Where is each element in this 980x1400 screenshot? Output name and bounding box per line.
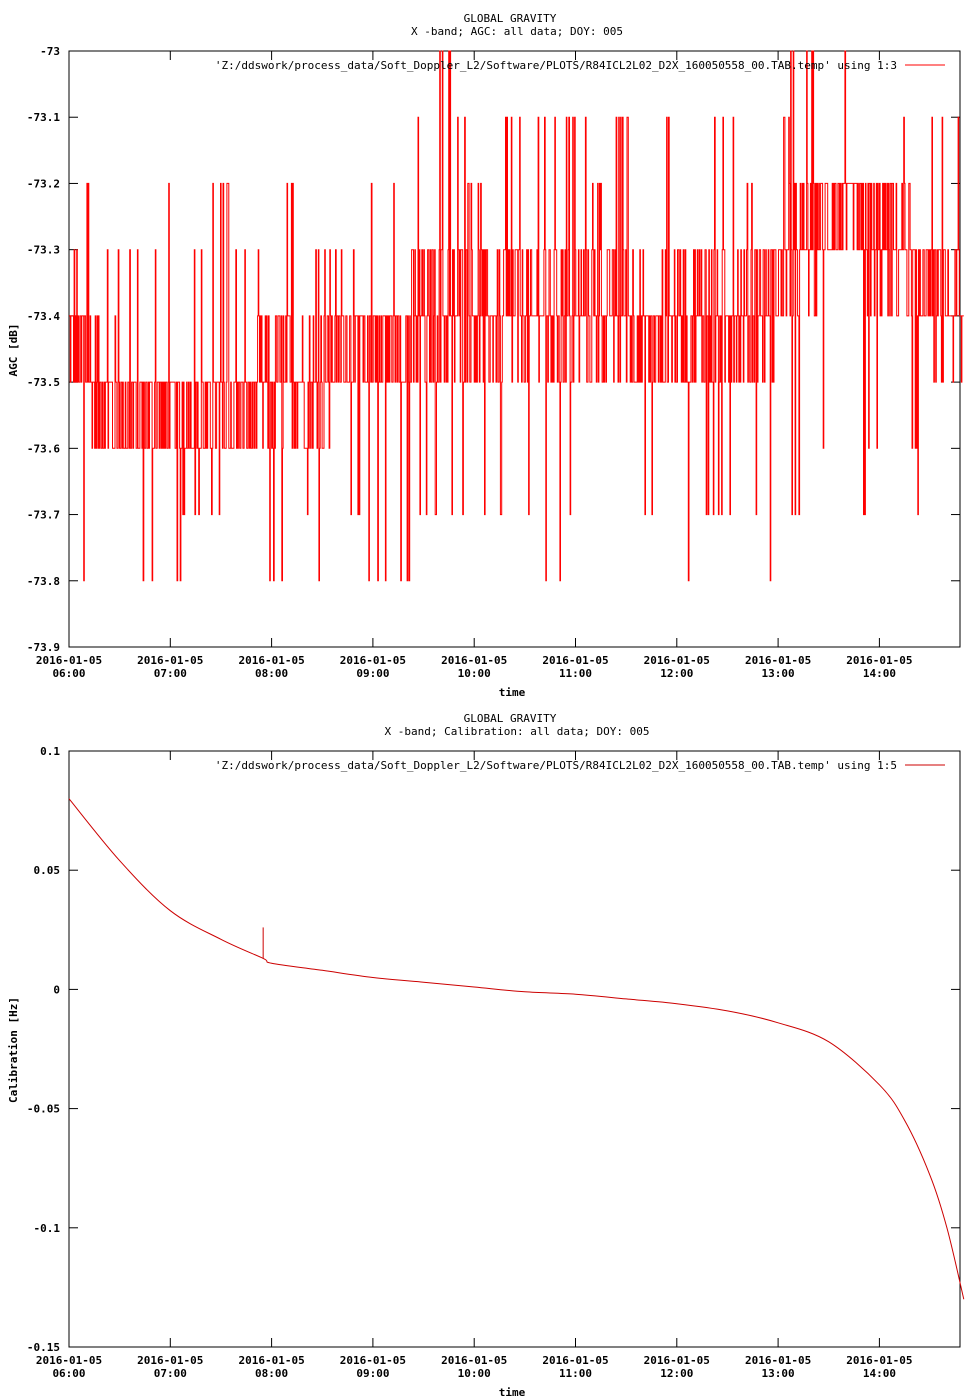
x-tick-time: 08:00 [255,1367,288,1380]
x-axis-label: time [499,1386,526,1399]
y-tick-label: 0 [53,983,60,996]
plot-frame [68,750,961,1348]
chart-subtitle: X -band; AGC: all data; DOY: 005 [411,25,623,38]
x-tick-time: 13:00 [762,667,795,680]
x-tick-date: 2016-01-05 [137,1354,203,1367]
y-tick-label: -0.1 [34,1222,61,1235]
x-tick-time: 14:00 [863,1367,896,1380]
x-axis-ticks: 2016-01-0506:002016-01-0507:002016-01-05… [36,751,913,1380]
x-tick-time: 07:00 [154,667,187,680]
series-lines [68,798,965,1300]
calibration-chart: GLOBAL GRAVITY X -band; Calibration: all… [7,712,965,1399]
x-tick-time: 09:00 [356,667,389,680]
x-axis-label: time [499,686,526,699]
agc-chart: GLOBAL GRAVITY X -band; AGC: all data; D… [7,12,964,699]
x-tick-time: 12:00 [660,1367,693,1380]
x-tick-time: 13:00 [762,1367,795,1380]
y-tick-label: -0.15 [27,1341,60,1354]
x-tick-time: 10:00 [458,667,491,680]
y-axis-label: Calibration [Hz] [7,997,20,1103]
y-tick-label: -73.1 [27,111,60,124]
y-tick-label: -73 [40,45,60,58]
x-tick-time: 08:00 [255,667,288,680]
x-tick-date: 2016-01-05 [340,654,406,667]
x-tick-time: 12:00 [660,667,693,680]
y-tick-label: -73.3 [27,244,60,257]
agc-series-line [69,50,964,582]
chart-title: GLOBAL GRAVITY [464,12,557,25]
y-tick-label: -73.8 [27,575,60,588]
y-tick-label: -73.5 [27,376,60,389]
x-tick-date: 2016-01-05 [542,1354,608,1367]
x-tick-time: 09:00 [356,1367,389,1380]
plot-frame [68,50,961,648]
calibration-series-line [68,798,965,1300]
legend-label: 'Z:/ddswork/process_data/Soft_Doppler_L2… [215,59,897,72]
x-tick-date: 2016-01-05 [238,654,304,667]
x-tick-time: 10:00 [458,1367,491,1380]
y-tick-label: -0.05 [27,1103,60,1116]
chart-title: GLOBAL GRAVITY [464,712,557,725]
y-tick-label: -73.2 [27,177,60,190]
x-tick-date: 2016-01-05 [441,1354,507,1367]
x-tick-date: 2016-01-05 [36,654,102,667]
y-tick-label: 0.1 [40,745,60,758]
x-tick-date: 2016-01-05 [441,654,507,667]
x-tick-time: 14:00 [863,667,896,680]
x-tick-date: 2016-01-05 [238,1354,304,1367]
x-tick-time: 11:00 [559,1367,592,1380]
legend-label: 'Z:/ddswork/process_data/Soft_Doppler_L2… [215,759,897,772]
x-tick-date: 2016-01-05 [745,654,811,667]
y-tick-label: 0.05 [34,864,61,877]
x-tick-date: 2016-01-05 [340,1354,406,1367]
x-tick-time: 07:00 [154,1367,187,1380]
y-tick-label: -73.6 [27,442,60,455]
x-axis-ticks: 2016-01-0506:002016-01-0507:002016-01-05… [36,51,913,680]
y-axis-label: AGC [dB] [7,324,20,377]
x-tick-date: 2016-01-05 [137,654,203,667]
x-tick-date: 2016-01-05 [644,1354,710,1367]
x-tick-date: 2016-01-05 [846,654,912,667]
y-tick-label: -73.9 [27,641,60,654]
x-tick-date: 2016-01-05 [36,1354,102,1367]
y-tick-label: -73.7 [27,509,60,522]
y-axis-ticks: 0.1 0.05 0 -0.05 -0.1 -0.15 [27,745,960,1354]
x-tick-date: 2016-01-05 [644,654,710,667]
series-lines [69,50,964,582]
x-tick-time: 06:00 [52,667,85,680]
chart-subtitle: X -band; Calibration: all data; DOY: 005 [385,725,650,738]
x-tick-time: 06:00 [52,1367,85,1380]
y-tick-label: -73.4 [27,310,60,323]
x-tick-date: 2016-01-05 [745,1354,811,1367]
x-tick-date: 2016-01-05 [846,1354,912,1367]
x-tick-date: 2016-01-05 [542,654,608,667]
x-tick-time: 11:00 [559,667,592,680]
